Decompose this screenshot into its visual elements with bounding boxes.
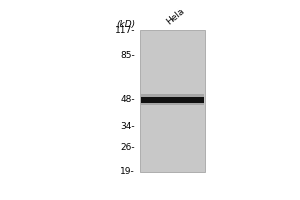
Text: 117-: 117-: [115, 26, 135, 35]
Text: 48-: 48-: [121, 95, 135, 104]
Text: 85-: 85-: [120, 51, 135, 60]
Text: 26-: 26-: [121, 143, 135, 152]
Text: (kD): (kD): [116, 20, 135, 29]
Bar: [141, 103, 204, 105]
Text: 19-: 19-: [120, 167, 135, 176]
Bar: [140, 30, 205, 172]
Bar: [141, 97, 204, 103]
Bar: [141, 94, 204, 97]
Text: 34-: 34-: [121, 122, 135, 131]
Text: Hela: Hela: [164, 6, 186, 26]
